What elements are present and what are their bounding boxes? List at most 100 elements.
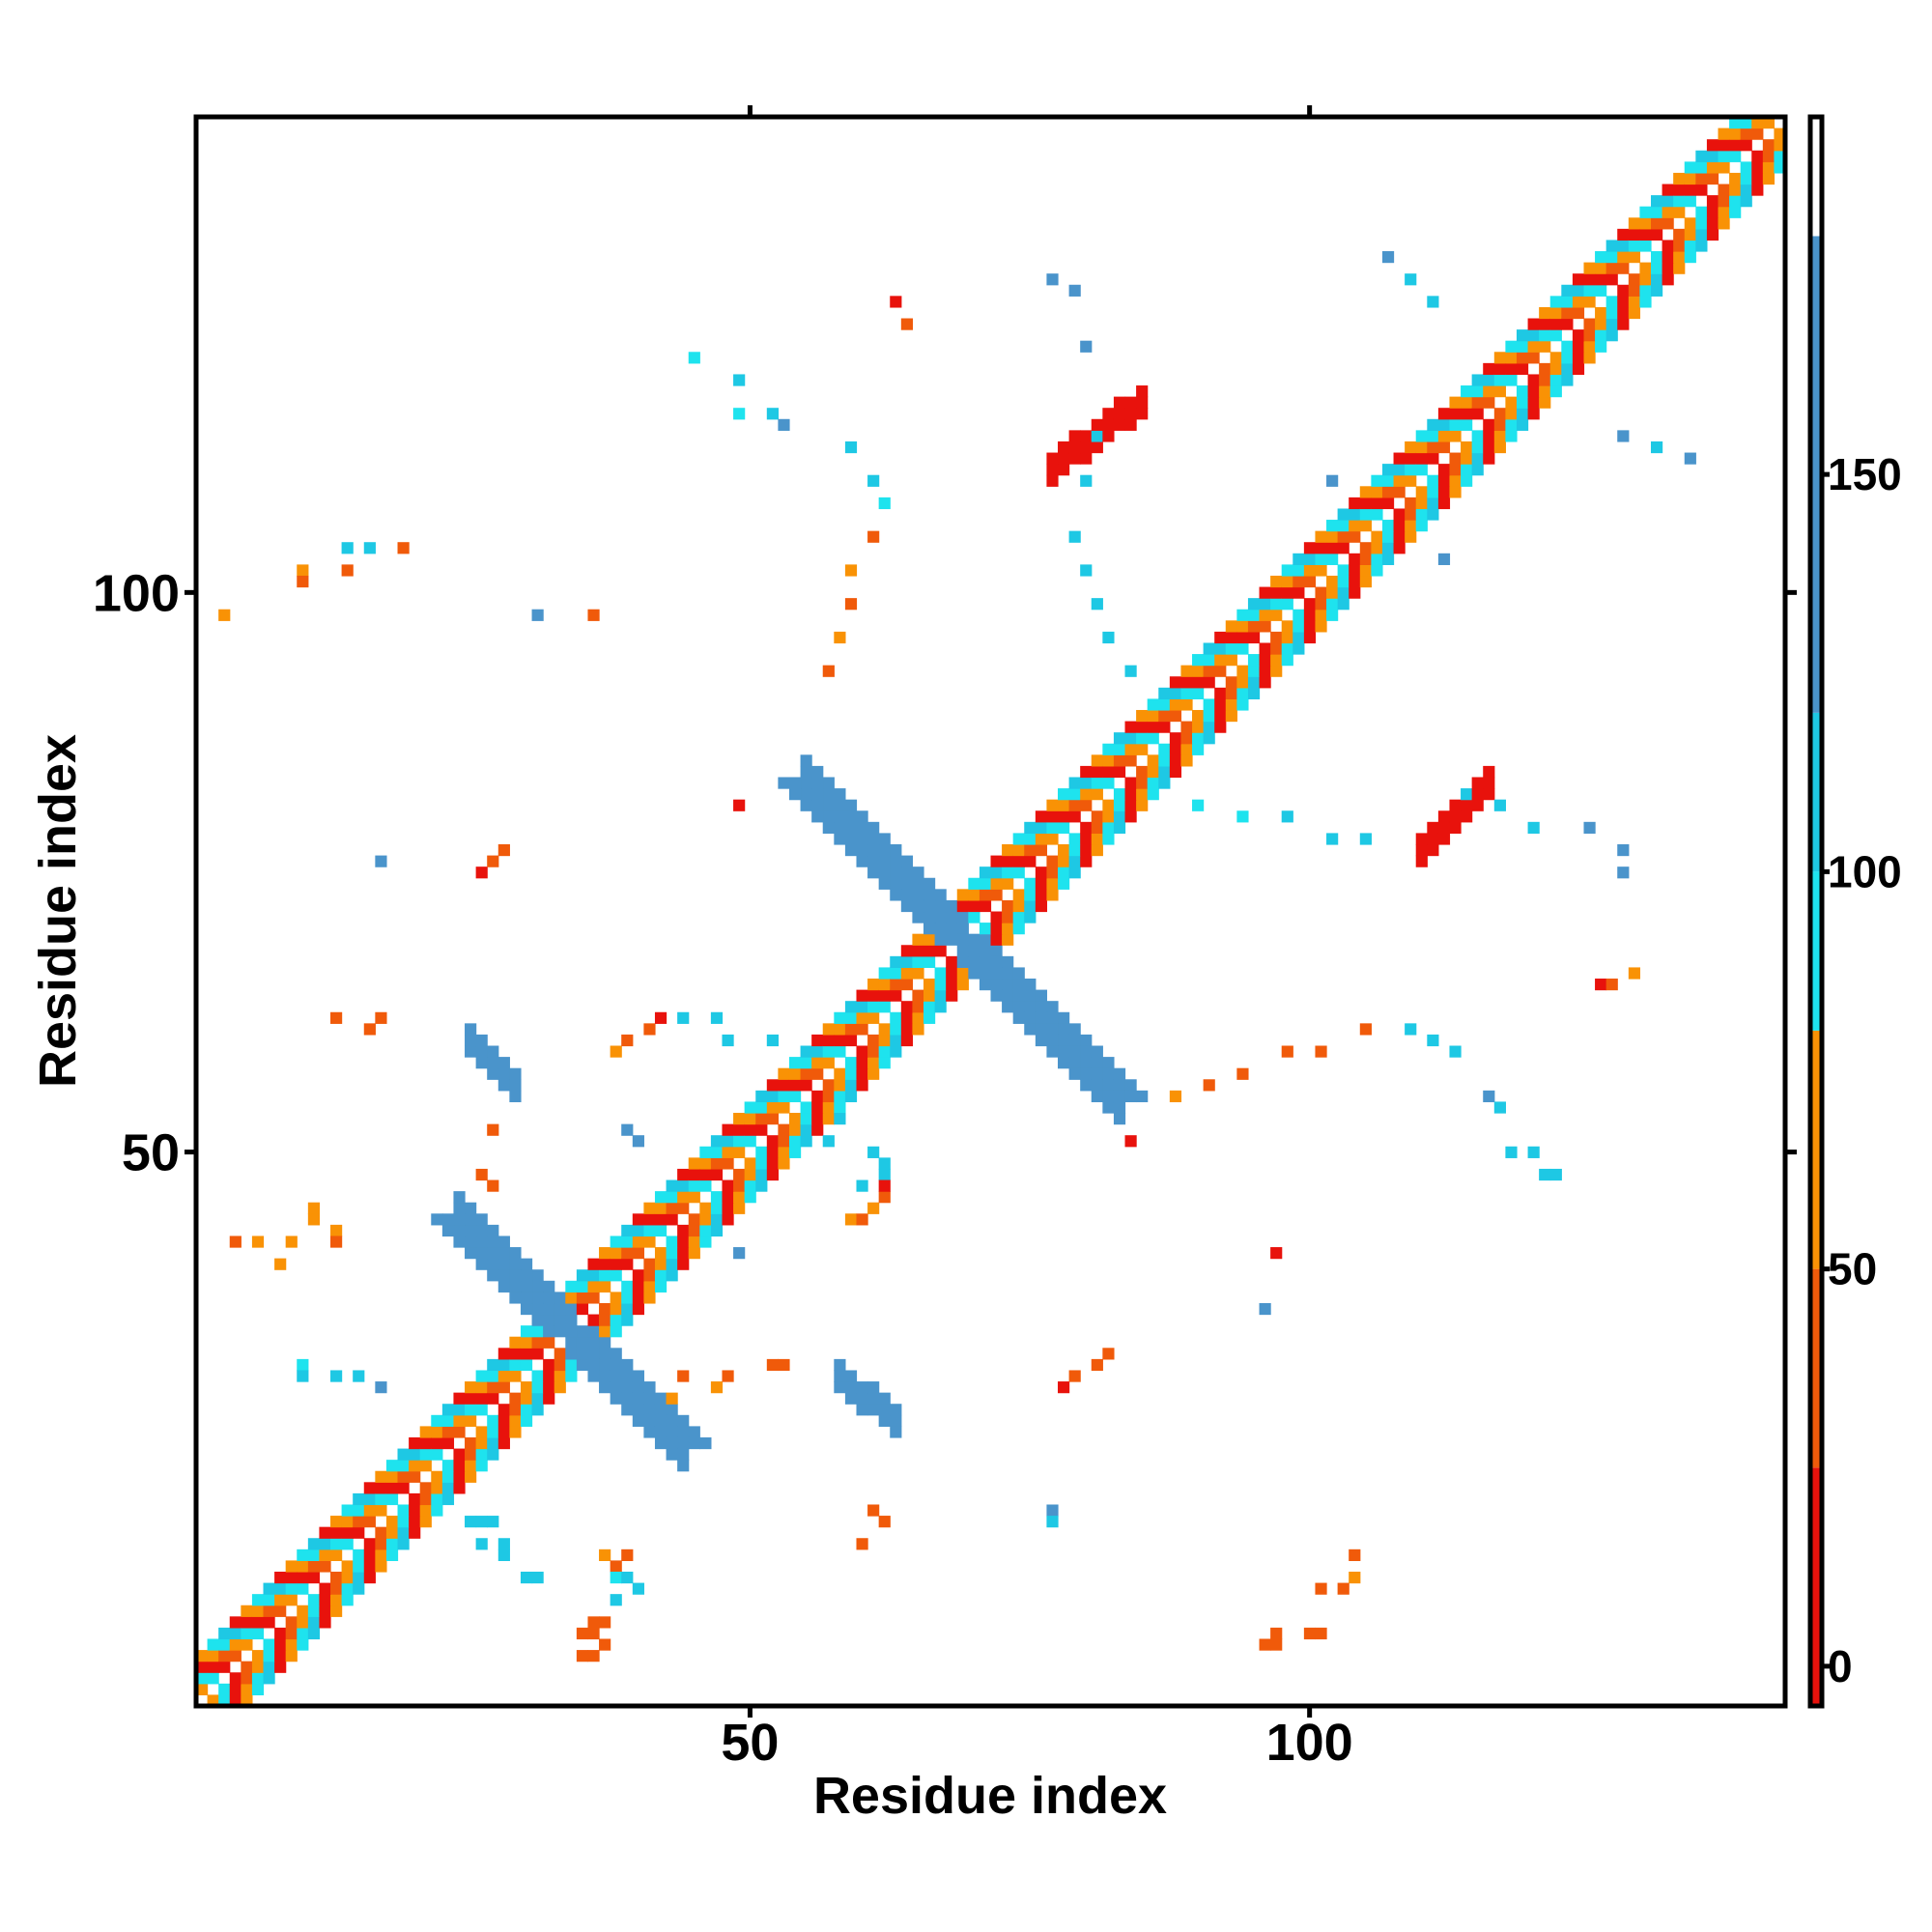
heatmap-cell: [1617, 296, 1630, 308]
heatmap-cell: [1068, 1067, 1081, 1080]
heatmap-cell: [531, 609, 544, 621]
heatmap-cell: [475, 1404, 488, 1416]
heatmap-cell: [576, 1292, 589, 1304]
heatmap-cell: [1102, 765, 1115, 779]
heatmap-cell: [890, 296, 902, 308]
heatmap-cell: [587, 1336, 600, 1349]
heatmap-cell: [330, 1582, 343, 1595]
heatmap-cell: [1461, 385, 1473, 398]
heatmap-cell: [1303, 631, 1317, 644]
heatmap-cell: [576, 1280, 589, 1293]
heatmap-cell: [610, 1236, 622, 1248]
heatmap-cell: [788, 1090, 802, 1103]
heatmap-cell: [1471, 396, 1484, 409]
heatmap-cell: [1359, 553, 1372, 565]
heatmap-cell: [497, 1236, 510, 1248]
heatmap-cell: [688, 1168, 700, 1181]
heatmap-cell: [330, 1011, 343, 1024]
heatmap-cell: [822, 1135, 835, 1148]
heatmap-cell: [923, 899, 936, 913]
heatmap-cell: [1035, 821, 1048, 834]
heatmap-cell: [621, 1358, 634, 1372]
heatmap-cell: [1068, 1045, 1081, 1058]
heatmap-cell: [834, 1011, 846, 1024]
heatmap-cell: [1415, 508, 1428, 521]
heatmap-cell: [1673, 172, 1686, 185]
heatmap-cell: [1405, 508, 1417, 521]
heatmap-cell: [710, 1146, 724, 1158]
heatmap-cell: [1225, 709, 1237, 723]
heatmap-cell: [934, 1001, 947, 1013]
heatmap-cell: [878, 989, 891, 1002]
heatmap-cell: [1461, 396, 1473, 409]
heatmap-cell: [1539, 340, 1551, 353]
heatmap-cell: [1113, 1067, 1126, 1080]
heatmap-cell: [1595, 329, 1607, 342]
heatmap-cell: [1437, 833, 1451, 845]
heatmap-cell: [599, 1314, 611, 1326]
heatmap-cell: [778, 1123, 790, 1136]
heatmap-cell: [1002, 1001, 1014, 1013]
heatmap-cell: [1349, 497, 1361, 510]
heatmap-cell: [229, 1627, 242, 1640]
heatmap-cell: [621, 1292, 634, 1304]
heatmap-cell: [1706, 206, 1719, 218]
heatmap-cell: [923, 923, 936, 935]
heatmap-cell: [856, 1023, 868, 1036]
heatmap-cell: [1337, 598, 1350, 611]
heatmap-cell: [1068, 1023, 1081, 1036]
heatmap-cell: [1718, 195, 1730, 208]
heatmap-cell: [912, 945, 924, 957]
heatmap-cell: [330, 1548, 343, 1561]
heatmap-cell: [497, 1358, 510, 1372]
heatmap-cell: [1539, 329, 1551, 342]
heatmap-cell: [1124, 418, 1137, 431]
heatmap-cell: [1650, 273, 1663, 286]
heatmap-cell: [856, 1179, 868, 1192]
heatmap-cell: [654, 1224, 668, 1237]
heatmap-cell: [1483, 430, 1495, 442]
heatmap-cell: [1349, 1548, 1361, 1561]
heatmap-cell: [1080, 765, 1093, 779]
heatmap-cell: [733, 408, 746, 420]
heatmap-cell: [979, 933, 992, 946]
heatmap-cell: [319, 1560, 331, 1573]
heatmap-cell: [241, 1661, 253, 1673]
heatmap-cell: [576, 1627, 589, 1640]
heatmap-cell: [1091, 833, 1103, 845]
heatmap-cell: [766, 1090, 779, 1103]
heatmap-cell: [811, 777, 824, 789]
heatmap-cell: [867, 821, 880, 834]
heatmap-cell: [1281, 564, 1293, 577]
heatmap-cell: [1617, 306, 1630, 320]
heatmap-cell: [1359, 1023, 1372, 1036]
colorbar-band: [1810, 1268, 1822, 1468]
heatmap-cell: [1102, 833, 1115, 845]
heatmap-cell: [1158, 721, 1171, 733]
heatmap-cell: [1561, 362, 1574, 376]
heatmap-cell: [1583, 296, 1596, 308]
heatmap-cell: [1527, 352, 1540, 364]
heatmap-cell: [487, 1516, 499, 1528]
heatmap-cell: [610, 1045, 622, 1058]
heatmap-cell: [800, 788, 812, 801]
heatmap-cell: [1605, 979, 1618, 991]
heatmap-cell: [956, 899, 969, 913]
heatmap-cell: [599, 1638, 611, 1651]
heatmap-cell: [1505, 362, 1518, 376]
heatmap-cell: [1639, 262, 1652, 274]
heatmap-cell: [1561, 340, 1574, 353]
heatmap-cell: [1405, 520, 1417, 532]
heatmap-cell: [834, 1090, 846, 1103]
heatmap-cell: [654, 1404, 668, 1416]
heatmap-cell: [1549, 329, 1562, 342]
heatmap-cell: [844, 1034, 858, 1047]
heatmap-cell: [1349, 553, 1361, 565]
heatmap-cell: [654, 1414, 668, 1427]
heatmap-cell: [1662, 195, 1674, 208]
heatmap-cell: [643, 1292, 656, 1304]
heatmap-cell: [1437, 474, 1451, 487]
heatmap-cell: [587, 1627, 600, 1640]
heatmap-cell: [890, 989, 902, 1002]
heatmap-cell: [1113, 396, 1126, 409]
